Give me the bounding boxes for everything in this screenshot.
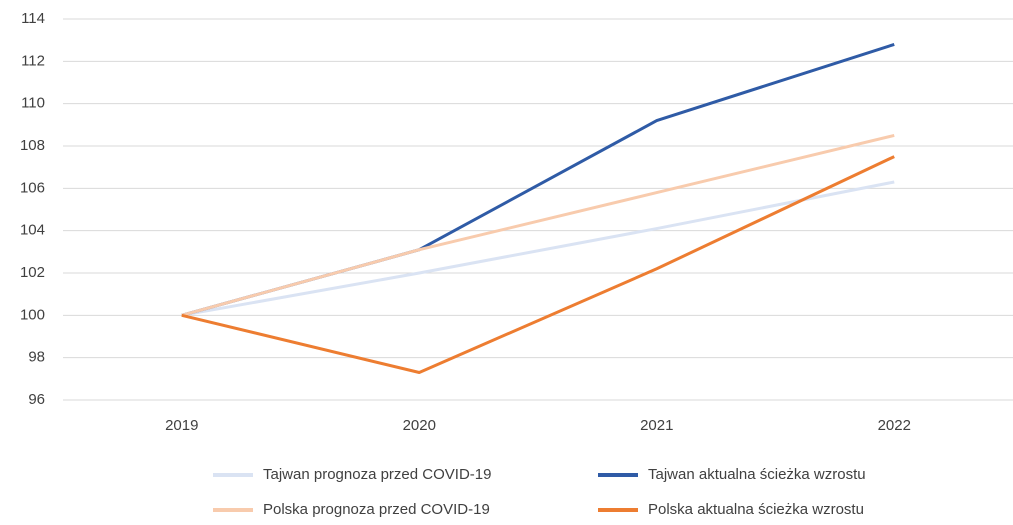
y-tick-label: 98 [28, 349, 45, 366]
series-line [181, 42, 895, 317]
y-tick-label: 112 [21, 52, 45, 69]
series-line [181, 180, 895, 317]
y-tick-label: 96 [28, 391, 45, 408]
legend-label: Polska aktualna ścieżka wzrostu [648, 501, 864, 518]
x-tick-label: 2021 [640, 417, 673, 434]
series-line [181, 155, 895, 374]
x-tick-label: 2020 [403, 417, 436, 434]
y-tick-label: 114 [21, 10, 45, 27]
y-tick-label: 104 [20, 222, 45, 239]
y-tick-label: 106 [20, 179, 45, 196]
y-tick-label: 102 [20, 264, 45, 281]
y-tick-label: 100 [20, 306, 45, 323]
legend-label: Polska prognoza przed COVID-19 [263, 501, 490, 518]
legend-label: Tajwan prognoza przed COVID-19 [263, 466, 491, 483]
legend-label: Tajwan aktualna ścieżka wzrostu [648, 466, 866, 483]
series-line [181, 133, 895, 317]
x-tick-label: 2019 [165, 417, 198, 434]
y-tick-label: 110 [21, 95, 45, 112]
y-tick-label: 108 [20, 137, 45, 154]
x-tick-label: 2022 [878, 417, 911, 434]
